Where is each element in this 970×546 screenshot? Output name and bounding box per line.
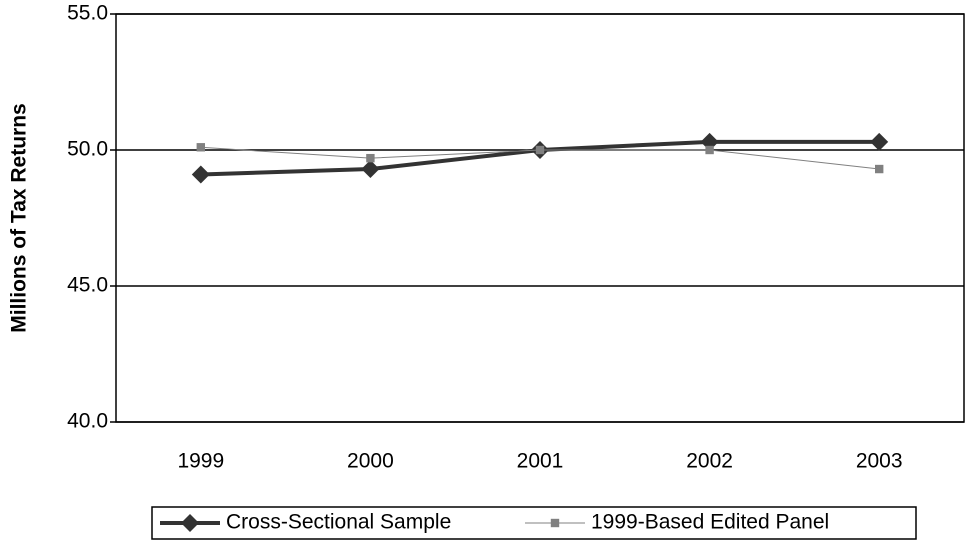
point-marker [361, 160, 380, 179]
x-tick-label: 2001 [517, 450, 564, 473]
y-tick-label: 45.0 [67, 274, 108, 297]
point-marker [535, 145, 545, 155]
y-tick-label: 40.0 [67, 410, 108, 433]
point-marker [366, 153, 375, 163]
x-tick-label: 2000 [347, 450, 394, 473]
x-tick-label: 1999 [177, 450, 224, 473]
legend-swatch-marker [181, 514, 199, 532]
legend-swatch-marker [550, 518, 560, 528]
x-tick-label: 2003 [856, 450, 903, 473]
x-tick-label: 2002 [686, 450, 733, 473]
point-marker [870, 132, 889, 151]
y-tick-label: 50.0 [67, 138, 108, 161]
legend-label: 1999-Based Edited Panel [591, 511, 829, 534]
point-marker [700, 132, 719, 151]
legend-label: Cross-Sectional Sample [226, 511, 451, 534]
plot-frame [115, 13, 965, 423]
point-marker [875, 164, 884, 174]
y-axis-label: Millions of Tax Returns [8, 103, 31, 332]
point-marker [705, 145, 714, 155]
point-marker [196, 143, 205, 152]
point-marker [191, 165, 210, 184]
y-tick-label: 55.0 [67, 2, 108, 25]
